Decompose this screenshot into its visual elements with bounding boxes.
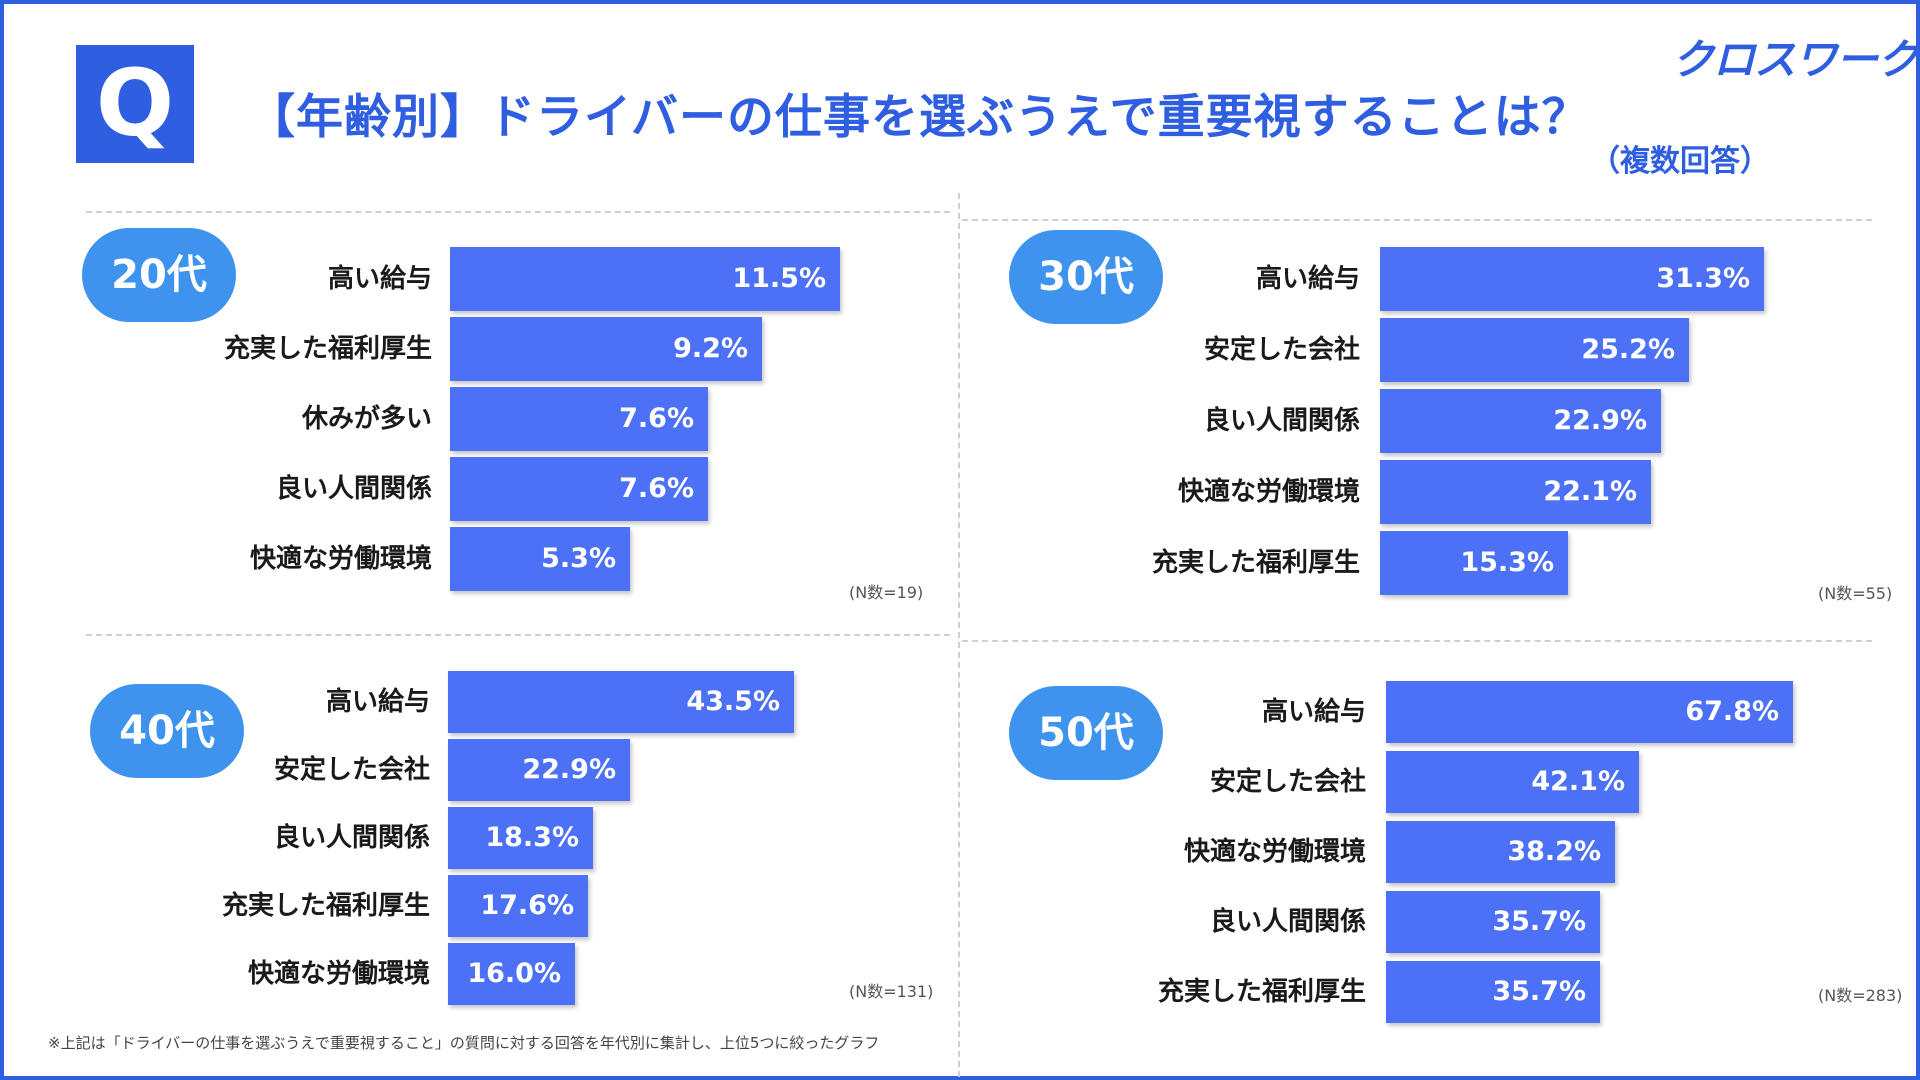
bar-value-label: 22.9%	[522, 754, 616, 785]
bar-label: 良い人間関係	[1209, 907, 1366, 937]
bar-value-label: 15.3%	[1460, 547, 1554, 578]
page-subtitle: （複数回答）	[1590, 144, 1770, 179]
bar-50s-2: 42.1%	[1386, 751, 1639, 813]
bar-30s-1: 31.3%	[1380, 247, 1764, 311]
bar-value-label: 11.5%	[732, 263, 826, 294]
bar-value-label: 22.1%	[1543, 476, 1637, 507]
age-badge-30s: 30代	[1009, 230, 1163, 324]
bar-label: 安定した会社	[273, 755, 430, 785]
question-badge: Q	[76, 45, 194, 163]
bar-30s-2: 25.2%	[1380, 318, 1689, 382]
bar-value-label: 42.1%	[1531, 766, 1625, 797]
bar-30s-4: 22.1%	[1380, 460, 1651, 524]
bar-label: 良い人間関係	[275, 474, 432, 504]
bar-label: 休みが多い	[301, 404, 432, 434]
bar-50s-4: 35.7%	[1386, 891, 1600, 953]
bar-label: 快適な労働環境	[1183, 837, 1366, 867]
bar-40s-4: 17.6%	[448, 875, 588, 937]
bar-50s-5: 35.7%	[1386, 961, 1600, 1023]
bar-label: 充実した福利厚生	[223, 334, 432, 364]
bar-label: 高い給与	[1261, 697, 1366, 727]
bar-label: 高い給与	[327, 264, 432, 294]
brand-logo: クロスワーク	[1672, 35, 1919, 84]
bar-value-label: 25.2%	[1581, 334, 1675, 365]
sample-size-note: (N数=19)	[849, 583, 924, 602]
divider-middle-right	[962, 640, 1872, 642]
footnote: ※上記は「ドライバーの仕事を選ぶうえで重要視すること」の質問に対する回答を年代別…	[48, 1034, 880, 1052]
bar-label: 安定した会社	[1203, 335, 1360, 365]
page-title: 【年齢別】ドライバーの仕事を選ぶうえで重要視することは？	[248, 90, 1590, 145]
bar-label: 快適な労働環境	[249, 544, 432, 574]
bar-label: 安定した会社	[1209, 767, 1366, 797]
bar-value-label: 35.7%	[1492, 976, 1586, 1007]
bar-value-label: 22.9%	[1553, 405, 1647, 436]
bar-value-label: 9.2%	[673, 333, 748, 364]
bar-value-label: 43.5%	[686, 686, 780, 717]
bar-50s-3: 38.2%	[1386, 821, 1615, 883]
bar-20s-4: 7.6%	[450, 457, 708, 521]
bar-value-label: 31.3%	[1656, 263, 1750, 294]
bar-40s-3: 18.3%	[448, 807, 593, 869]
bar-label: 充実した福利厚生	[221, 891, 430, 921]
bar-20s-3: 7.6%	[450, 387, 708, 451]
divider-top-left	[86, 211, 950, 213]
bar-label: 快適な労働環境	[1177, 477, 1360, 507]
bar-value-label: 18.3%	[485, 822, 579, 853]
bar-label: 快適な労働環境	[247, 959, 430, 989]
age-badge-50s: 50代	[1009, 686, 1163, 780]
bar-value-label: 35.7%	[1492, 906, 1586, 937]
bar-label: 充実した福利厚生	[1151, 548, 1360, 578]
bar-label: 高い給与	[325, 687, 430, 717]
divider-vertical	[958, 193, 960, 1077]
divider-top-right	[962, 219, 1872, 221]
bar-value-label: 38.2%	[1507, 836, 1601, 867]
bar-40s-1: 43.5%	[448, 671, 794, 733]
bar-label: 良い人間関係	[1203, 406, 1360, 436]
bar-30s-5: 15.3%	[1380, 531, 1568, 595]
age-badge-40s: 40代	[90, 684, 244, 778]
bar-40s-5: 16.0%	[448, 943, 575, 1005]
sample-size-note: (N数=55)	[1818, 584, 1893, 603]
bar-value-label: 17.6%	[480, 890, 574, 921]
bar-value-label: 7.6%	[619, 473, 694, 504]
bar-label: 高い給与	[1255, 264, 1360, 294]
bar-20s-5: 5.3%	[450, 527, 630, 591]
bar-30s-3: 22.9%	[1380, 389, 1661, 453]
sample-size-note: (N数=131)	[849, 982, 934, 1001]
bar-20s-1: 11.5%	[450, 247, 840, 311]
bar-20s-2: 9.2%	[450, 317, 762, 381]
bar-value-label: 5.3%	[541, 543, 616, 574]
bar-label: 良い人間関係	[273, 823, 430, 853]
age-badge-20s: 20代	[82, 228, 236, 322]
divider-middle-left	[86, 634, 950, 636]
bar-value-label: 67.8%	[1685, 696, 1779, 727]
bar-label: 充実した福利厚生	[1157, 977, 1366, 1007]
bar-value-label: 16.0%	[467, 958, 561, 989]
bar-40s-2: 22.9%	[448, 739, 630, 801]
sample-size-note: (N数=283)	[1818, 986, 1903, 1005]
bar-value-label: 7.6%	[619, 403, 694, 434]
bar-50s-1: 67.8%	[1386, 681, 1793, 743]
